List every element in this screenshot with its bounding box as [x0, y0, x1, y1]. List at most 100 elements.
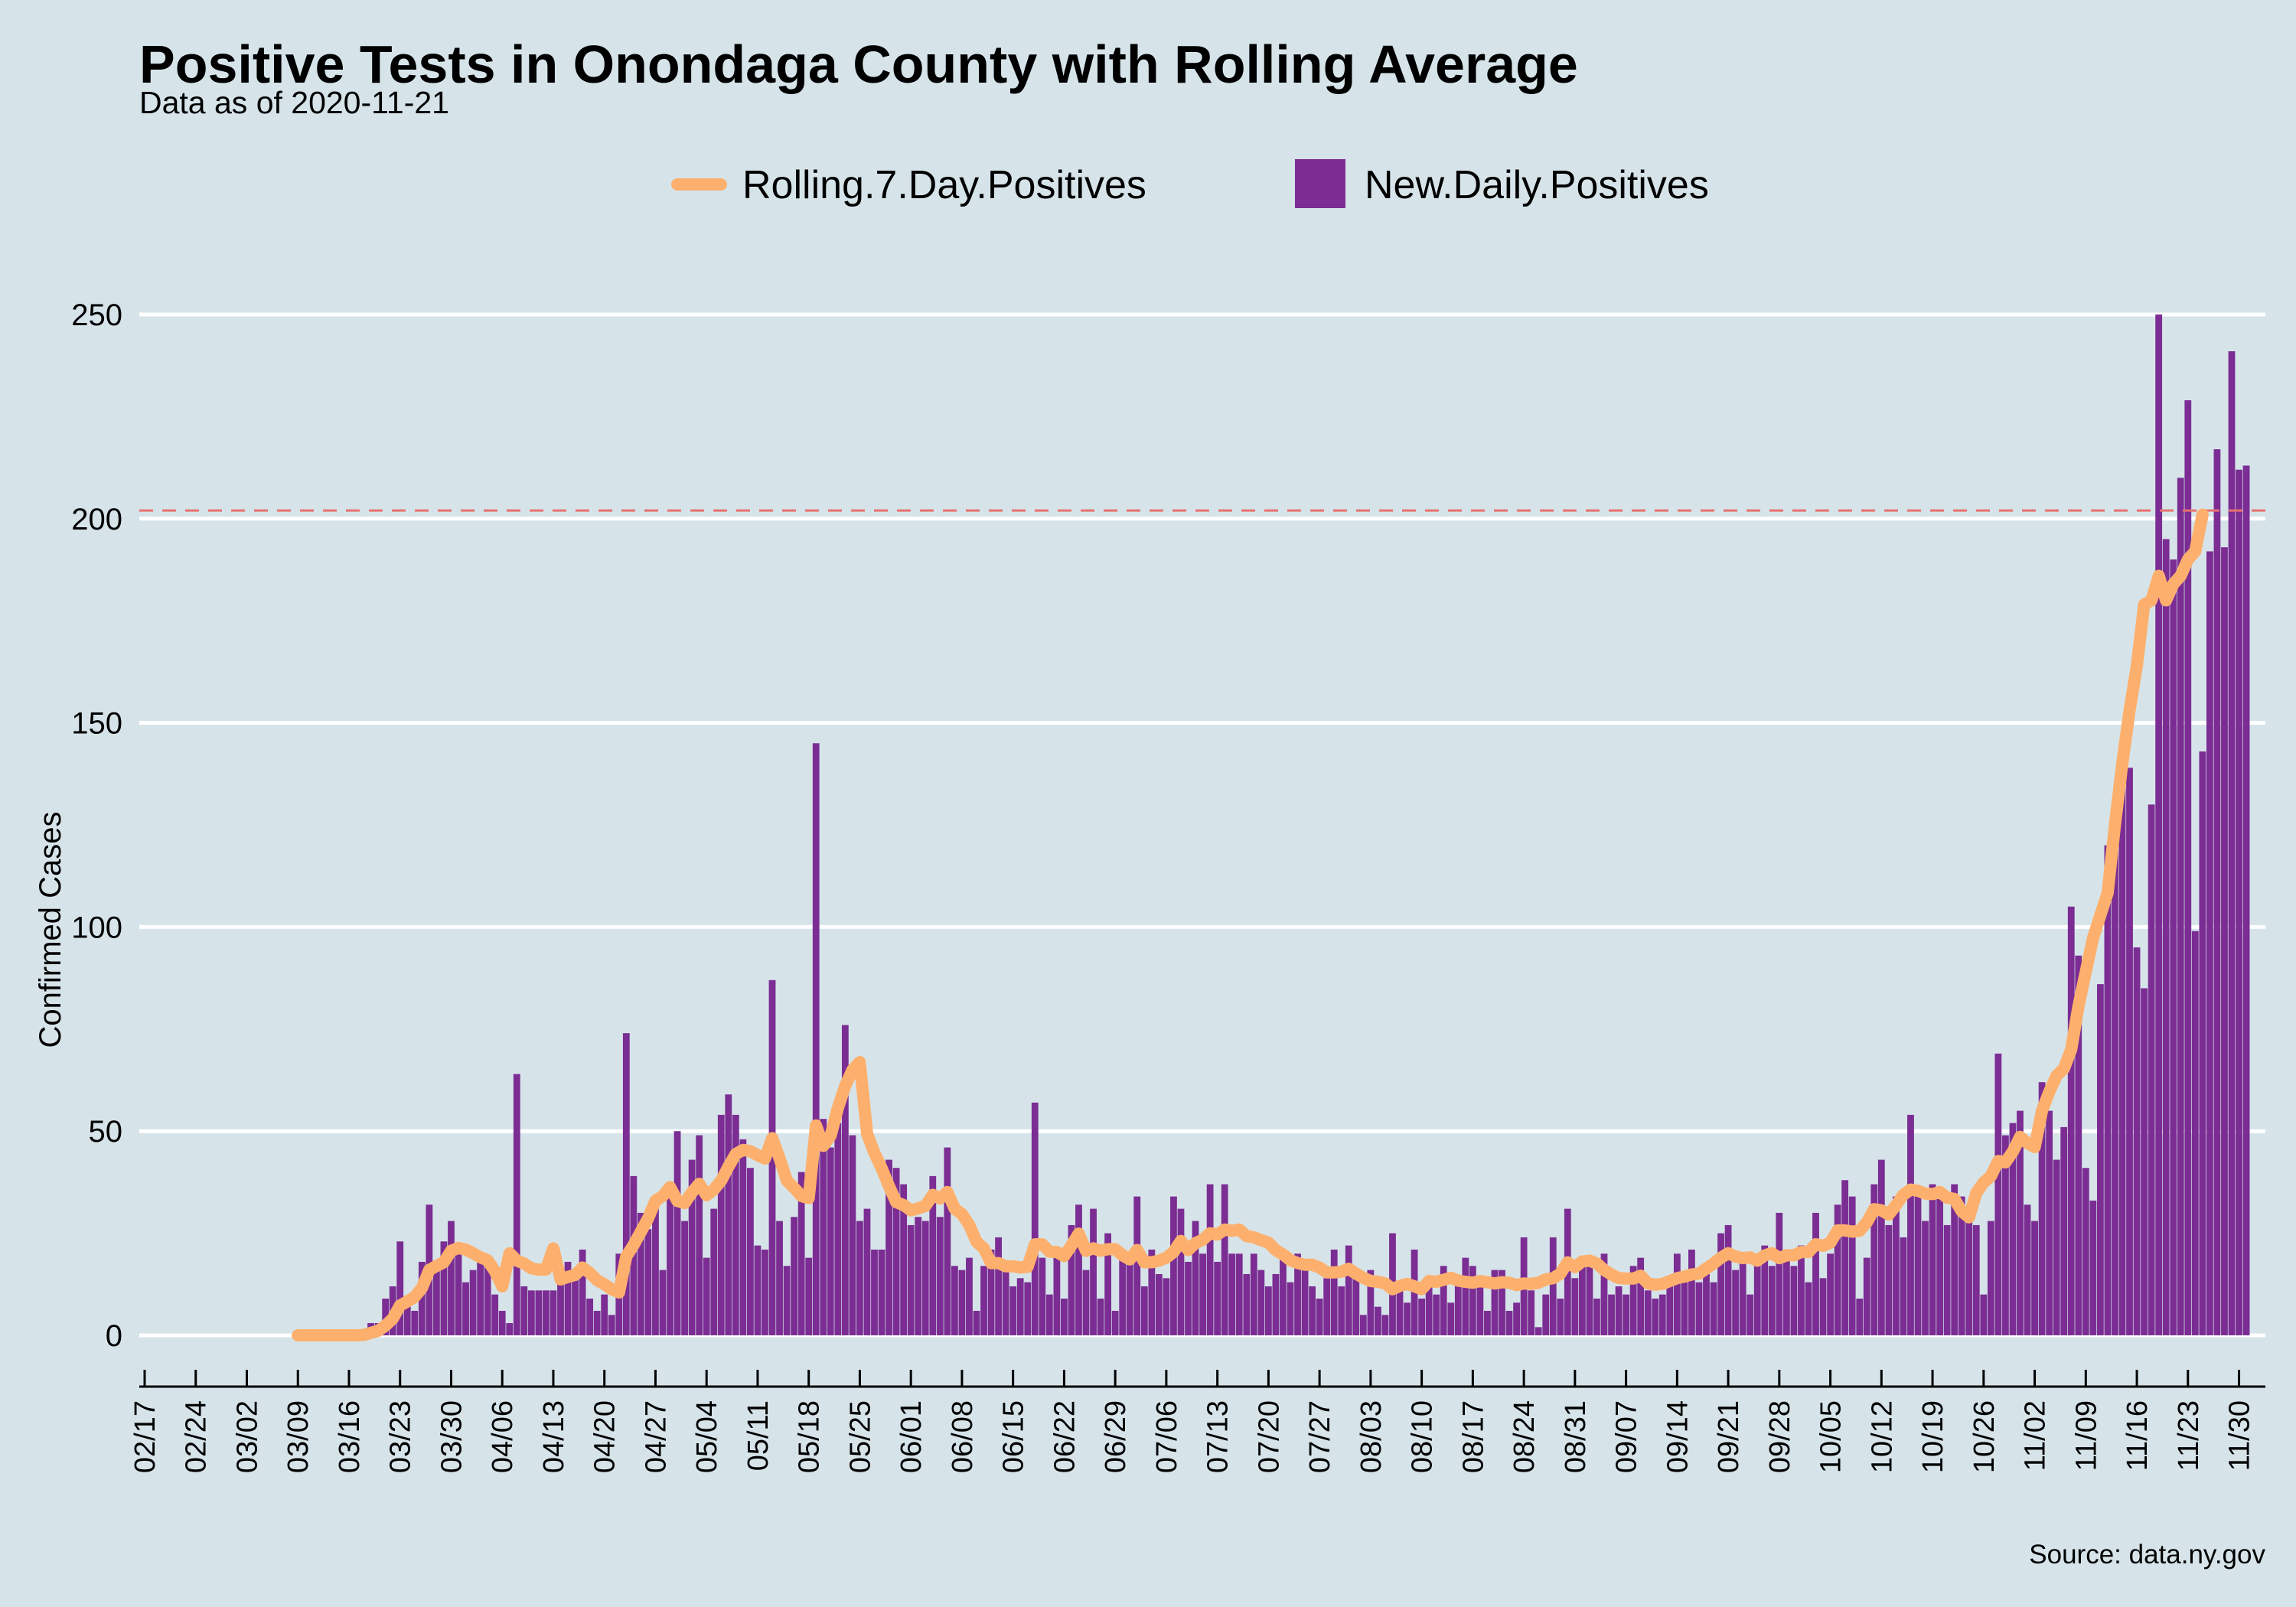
- daily-bar: [667, 1184, 673, 1335]
- daily-bar: [747, 1168, 754, 1335]
- daily-bar: [1513, 1302, 1520, 1335]
- x-tick-label: 05/18: [794, 1400, 826, 1473]
- daily-bar: [820, 1119, 827, 1335]
- daily-bar: [1462, 1257, 1469, 1335]
- daily-bar: [1447, 1302, 1455, 1335]
- daily-bar: [849, 1135, 856, 1335]
- x-tick-label: 04/06: [487, 1400, 519, 1473]
- daily-bar: [907, 1224, 915, 1335]
- daily-bar: [856, 1221, 863, 1335]
- x-tick-label: 09/21: [1713, 1400, 1745, 1473]
- daily-bar: [1097, 1298, 1104, 1335]
- daily-bar: [1746, 1294, 1754, 1335]
- daily-bar: [1454, 1282, 1462, 1335]
- x-tick-label: 05/11: [742, 1400, 775, 1471]
- daily-bar: [1695, 1282, 1703, 1335]
- daily-bar: [1658, 1294, 1666, 1335]
- daily-bar: [1717, 1233, 1724, 1335]
- grid: [139, 312, 2265, 1338]
- daily-bar: [1235, 1253, 1243, 1335]
- daily-bar: [958, 1270, 966, 1335]
- legend-bar-swatch: [1295, 159, 1345, 208]
- daily-bar: [1375, 1306, 1381, 1335]
- daily-bar: [1338, 1286, 1345, 1335]
- x-tick-label: 06/29: [1100, 1400, 1132, 1473]
- daily-bar: [1133, 1196, 1141, 1335]
- daily-bar: [382, 1298, 390, 1335]
- daily-bar: [1600, 1253, 1608, 1335]
- daily-bar: [841, 1025, 849, 1335]
- daily-bar: [973, 1310, 980, 1335]
- daily-bar: [1798, 1245, 1805, 1335]
- daily-bar: [1345, 1245, 1352, 1335]
- daily-bar: [1068, 1224, 1075, 1335]
- daily-bar: [1637, 1257, 1645, 1335]
- daily-bar: [1943, 1224, 1951, 1335]
- daily-bar: [396, 1241, 404, 1335]
- daily-bar: [1228, 1253, 1236, 1335]
- daily-bar: [2191, 931, 2199, 1335]
- y-axis-ticks: 0 50 100 150 200 250: [71, 298, 122, 1353]
- daily-bar: [929, 1175, 937, 1335]
- daily-bar: [1732, 1270, 1740, 1335]
- x-tick-label: 09/28: [1764, 1400, 1796, 1473]
- daily-bar: [498, 1310, 506, 1335]
- daily-bar: [1666, 1286, 1674, 1335]
- daily-bar: [2112, 841, 2118, 1335]
- daily-bar: [1061, 1298, 1068, 1335]
- daily-bar: [608, 1315, 615, 1335]
- daily-bar: [1031, 1102, 1039, 1335]
- daily-bar: [543, 1290, 550, 1335]
- daily-bar: [1163, 1278, 1170, 1335]
- daily-bar: [681, 1221, 688, 1335]
- daily-bar: [1623, 1294, 1630, 1335]
- x-tick-label: 04/27: [640, 1400, 672, 1473]
- daily-bar: [1782, 1253, 1790, 1335]
- daily-bar: [2221, 547, 2228, 1335]
- daily-bar: [1323, 1278, 1331, 1335]
- daily-bar: [1177, 1208, 1185, 1335]
- x-tick-label: 11/02: [2020, 1400, 2052, 1471]
- x-tick-label: 05/25: [844, 1400, 876, 1473]
- daily-bar: [1710, 1282, 1717, 1335]
- daily-bar: [1848, 1196, 1856, 1335]
- daily-bar: [550, 1290, 557, 1335]
- x-tick-label: 10/26: [1968, 1400, 2001, 1473]
- x-tick-label: 03/30: [435, 1400, 468, 1473]
- y-tick-label: 200: [71, 503, 122, 536]
- daily-bar: [1644, 1290, 1652, 1335]
- daily-bar: [827, 1147, 834, 1335]
- legend-label-daily: New.Daily.Positives: [1365, 163, 1709, 207]
- daily-bar: [900, 1184, 908, 1335]
- daily-bar: [520, 1286, 528, 1335]
- daily-bar: [1425, 1286, 1433, 1335]
- daily-bar: [440, 1241, 448, 1335]
- x-tick-label: 07/27: [1304, 1400, 1336, 1473]
- daily-bar: [1499, 1270, 1505, 1335]
- x-tick-label: 10/12: [1866, 1400, 1898, 1473]
- x-tick-label: 03/23: [385, 1400, 417, 1473]
- daily-bar: [1404, 1302, 1411, 1335]
- daily-bar: [572, 1278, 579, 1335]
- daily-bar: [1841, 1180, 1849, 1335]
- chart-title: Positive Tests in Onondaga County with R…: [139, 34, 1578, 94]
- daily-bar: [1739, 1253, 1746, 1335]
- daily-bar: [1250, 1253, 1257, 1335]
- daily-bar: [1367, 1270, 1375, 1335]
- daily-bar: [433, 1270, 440, 1335]
- daily-bar: [2199, 751, 2206, 1335]
- daily-bar: [1994, 1053, 2002, 1335]
- daily-bar: [1082, 1270, 1090, 1335]
- y-tick-label: 50: [89, 1115, 123, 1149]
- daily-bar: [1045, 1294, 1053, 1335]
- daily-bar: [1578, 1266, 1586, 1335]
- daily-bar: [1790, 1266, 1798, 1335]
- daily-bar: [1199, 1253, 1206, 1335]
- daily-bar: [1615, 1286, 1623, 1335]
- x-tick-label: 08/03: [1355, 1400, 1388, 1473]
- daily-bar: [696, 1135, 703, 1335]
- daily-bar: [2206, 551, 2213, 1335]
- daily-bar: [791, 1217, 798, 1335]
